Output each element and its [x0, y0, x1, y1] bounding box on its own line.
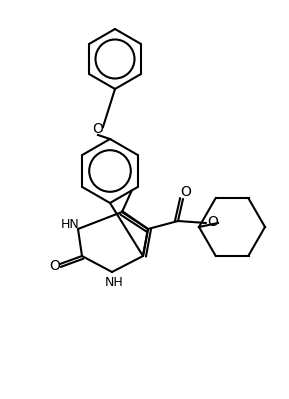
Text: NH: NH	[105, 275, 123, 288]
Text: O: O	[92, 122, 103, 136]
Text: HN: HN	[61, 219, 79, 231]
Text: O: O	[208, 215, 218, 229]
Text: O: O	[181, 185, 191, 199]
Text: O: O	[49, 259, 60, 273]
